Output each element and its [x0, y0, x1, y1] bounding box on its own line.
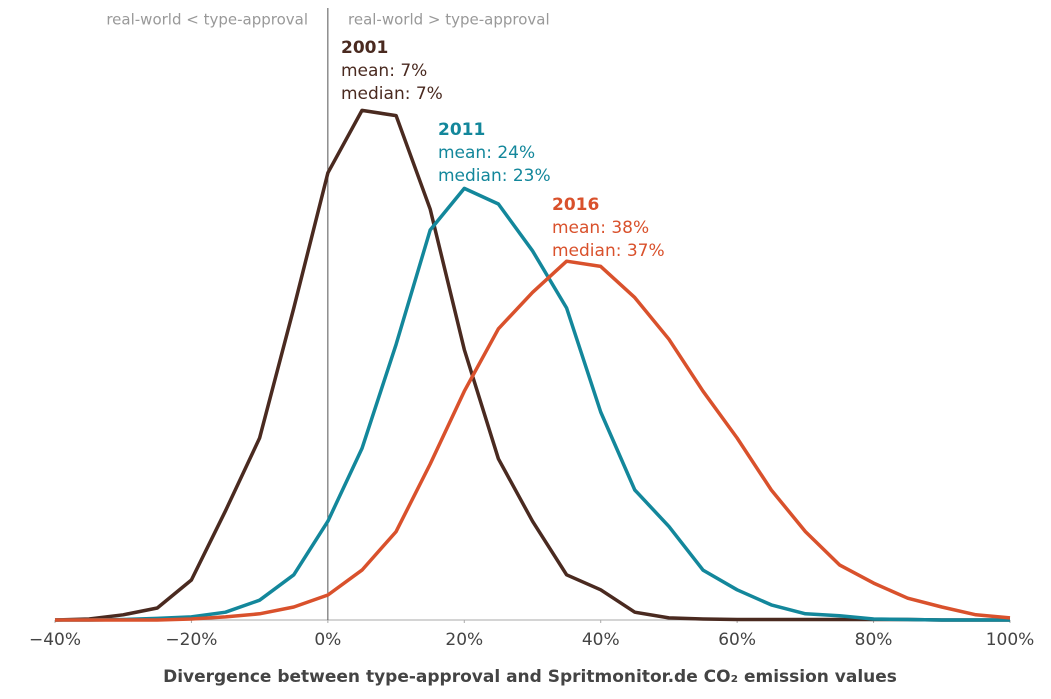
- x-tick-label: 80%: [855, 630, 893, 650]
- series-label: 2001: [341, 38, 388, 58]
- x-tick-label: 0%: [314, 630, 341, 650]
- region-label: real-world > type-approval: [348, 11, 550, 29]
- x-tick-label: 40%: [582, 630, 620, 650]
- annotation: median: 37%: [552, 241, 665, 261]
- annotation: median: 23%: [438, 166, 551, 186]
- density-line: [55, 186, 1010, 622]
- series-label: 2011: [438, 120, 485, 140]
- density-line: [55, 259, 1011, 622]
- series-label: 2016: [552, 195, 599, 215]
- annotation: mean: 24%: [438, 143, 535, 163]
- x-axis-label: Divergence between type-approval and Spr…: [163, 667, 897, 687]
- x-tick-label: −40%: [29, 630, 81, 650]
- annotation: mean: 38%: [552, 218, 649, 238]
- x-tick-label: 100%: [986, 630, 1035, 650]
- x-tick-label: −20%: [165, 630, 217, 650]
- density-line: [54, 108, 1010, 622]
- x-tick-label: 20%: [445, 630, 483, 650]
- region-label: real-world < type-approval: [106, 11, 308, 29]
- x-tick-label: 60%: [718, 630, 756, 650]
- annotation: mean: 7%: [341, 61, 427, 81]
- annotation: median: 7%: [341, 84, 443, 104]
